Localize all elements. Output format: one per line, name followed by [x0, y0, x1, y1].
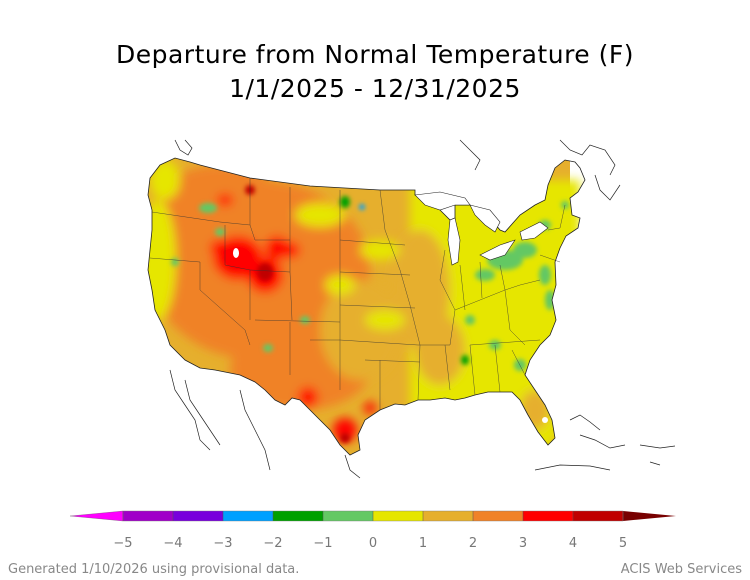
source-credit: ACIS Web Services [620, 562, 742, 577]
legend-bin [173, 511, 223, 521]
legend-bin [523, 511, 573, 521]
legend-bin [573, 511, 623, 521]
chart-title: Departure from Normal Temperature (F) [115, 40, 635, 69]
legend-tick: −4 [163, 536, 183, 551]
legend-arrow-high [623, 511, 676, 521]
state-borders [149, 178, 566, 410]
legend-tick: 3 [518, 536, 528, 551]
legend-tick: −2 [263, 536, 283, 551]
legend-tick: −5 [113, 536, 133, 551]
legend-bin [423, 511, 473, 521]
legend-tick: −1 [313, 536, 333, 551]
legend-bin [273, 511, 323, 521]
legend-tick: 1 [418, 536, 428, 551]
legend-tick: 4 [568, 536, 578, 551]
date-range-subtitle: 1/1/2025 - 12/31/2025 [229, 74, 521, 103]
legend-tick: −3 [213, 536, 233, 551]
legend-bin [223, 511, 273, 521]
great-lakes [414, 191, 549, 266]
us-temperature-departure-map [147, 139, 676, 479]
inland-lakes [233, 248, 548, 423]
neighbor-coastlines [169, 139, 676, 479]
legend-tick: 0 [368, 536, 378, 551]
legend-bin [473, 511, 523, 521]
legend-bin [323, 511, 373, 521]
legend-tick: 2 [468, 536, 478, 551]
legend-bin [373, 511, 423, 521]
legend-arrow-low [70, 510, 124, 522]
generated-note: Generated 1/10/2026 using provisional da… [8, 562, 300, 577]
legend-bin [123, 511, 173, 521]
temperature-field [148, 158, 580, 455]
color-scale-legend [70, 510, 676, 522]
legend-tick: 5 [618, 536, 628, 551]
